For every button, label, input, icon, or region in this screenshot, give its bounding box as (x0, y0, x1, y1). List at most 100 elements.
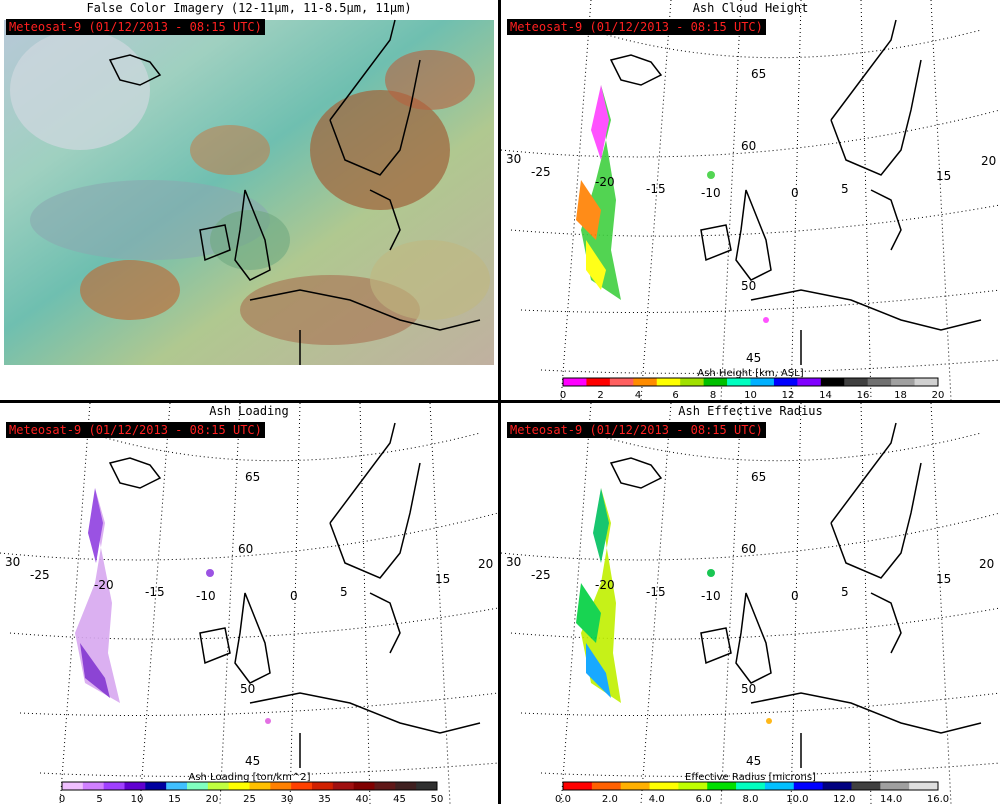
ash-plume (576, 85, 769, 323)
colorbar-swatch (750, 378, 775, 386)
colorbar-tick-label: 14.0 (880, 794, 902, 804)
svg-text:60: 60 (741, 139, 756, 153)
colorbar-swatch (249, 782, 271, 790)
svg-text:60: 60 (238, 542, 253, 556)
graticule (501, 0, 1000, 400)
colorbar-tick-label: 8 (710, 390, 716, 400)
lat-lon-labels: 65 60 50 45 30 -25 -20 -15 -10 0 5 15 20 (5, 470, 493, 768)
svg-text:-10: -10 (196, 589, 216, 603)
colorbar-tick-label: 6 (672, 390, 678, 400)
svg-text:-25: -25 (531, 568, 551, 582)
colorbar-tick-label: 10 (744, 390, 757, 400)
colorbar-swatch (82, 782, 105, 790)
colorbar-swatch (374, 782, 396, 790)
colorbar-swatch (822, 782, 852, 790)
graticule (0, 403, 498, 804)
colorbar-swatch (228, 782, 250, 790)
coastlines (609, 422, 982, 768)
colorbar-tick-label: 2.0 (602, 794, 618, 804)
panel-title: Ash Loading (209, 404, 289, 418)
false-color-map (4, 19, 494, 365)
colorbar-tick-label: 14 (819, 390, 832, 400)
colorbar-swatch (416, 782, 438, 790)
colorbar-swatch (820, 378, 845, 386)
svg-text:0: 0 (290, 589, 298, 603)
colorbar-swatch (764, 782, 795, 790)
colorbar-swatch (797, 378, 822, 386)
colorbar-tick-label: 6.0 (696, 794, 712, 804)
satellite-badge: Meteosat-9 (01/12/2013 - 08:15 UTC) (507, 422, 766, 438)
colorbar-swatch (736, 782, 766, 790)
colorbar-swatch (851, 782, 881, 790)
colorbar-tick-label: 2 (597, 390, 603, 400)
colorbar-swatch (880, 782, 910, 790)
colorbar-tick-label: 16 (857, 390, 870, 400)
colorbar-tick-label: 16.0 (927, 794, 949, 804)
colorbar-title: Ash Loading [ton/km^2] (188, 772, 310, 783)
colorbar-tick-label: 20 (932, 390, 945, 400)
colorbar-tick-label: 45 (393, 794, 406, 804)
colorbar-tick-label: 5 (96, 794, 102, 804)
coastlines (108, 19, 481, 365)
svg-text:65: 65 (751, 470, 766, 484)
svg-text:60: 60 (741, 542, 756, 556)
ash-plume (75, 488, 271, 724)
colorbar-tick-label: 10.0 (786, 794, 808, 804)
colorbar-swatch (793, 782, 824, 790)
colorbar-swatch (891, 378, 916, 386)
ash-plume (576, 488, 772, 724)
colorbar-tick-label: 0.0 (555, 794, 571, 804)
colorbar-swatch (773, 378, 798, 386)
colorbar-swatch (563, 378, 587, 386)
svg-text:45: 45 (746, 754, 761, 768)
svg-text:50: 50 (240, 682, 255, 696)
svg-text:-15: -15 (646, 585, 666, 599)
colorbar-swatch (563, 782, 593, 790)
svg-text:15: 15 (936, 169, 951, 183)
svg-text:15: 15 (435, 572, 450, 586)
svg-text:30: 30 (506, 152, 521, 166)
colorbar-swatch (166, 782, 188, 790)
colorbar-swatch (395, 782, 417, 790)
colorbar-tick-label: 15 (168, 794, 181, 804)
colorbar-swatch (844, 378, 869, 386)
svg-text:-20: -20 (595, 578, 615, 592)
colorbar-tick-label: 4 (635, 390, 641, 400)
colorbar-swatch (312, 782, 334, 790)
colorbar-swatch (270, 782, 292, 790)
colorbar-tick-label: 10 (131, 794, 144, 804)
satellite-badge: Meteosat-9 (01/12/2013 - 08:15 UTC) (6, 19, 265, 35)
colorbar-tick-label: 20 (206, 794, 219, 804)
colorbar-tick-label: 18 (894, 390, 907, 400)
ash-height-colorbar: Ash Height [km, ASL] 0 2 4 6 8 10 12 14 16 18 20 (560, 368, 945, 400)
colorbar-swatch (332, 782, 355, 790)
colorbar-swatch (867, 378, 892, 386)
svg-text:5: 5 (841, 585, 849, 599)
svg-text:0: 0 (791, 589, 799, 603)
colorbar-swatch (707, 782, 737, 790)
ash-loading-panel: Ash Loading 65 60 50 45 30 -25 -20 -15 -10 0 5 15… (0, 403, 498, 804)
ash-radius-panel: Ash Effective Radius 65 60 50 45 30 -25 -20 -1… (501, 403, 1000, 804)
colorbar-swatch (586, 378, 611, 386)
svg-text:-15: -15 (646, 182, 666, 196)
colorbar-swatch (103, 782, 125, 790)
colorbar-swatch (909, 782, 939, 790)
svg-text:-15: -15 (145, 585, 165, 599)
svg-text:-25: -25 (531, 165, 551, 179)
svg-text:20: 20 (979, 557, 994, 571)
svg-text:30: 30 (506, 555, 521, 569)
svg-text:45: 45 (245, 754, 260, 768)
colorbar-swatch (620, 782, 651, 790)
colorbar-tick-label: 12.0 (833, 794, 855, 804)
colorbar-swatch (353, 782, 375, 790)
svg-text:-10: -10 (701, 186, 721, 200)
svg-text:20: 20 (981, 154, 996, 168)
colorbar-swatch (609, 378, 634, 386)
colorbar-tick-label: 35 (318, 794, 331, 804)
colorbar-tick-label: 4.0 (649, 794, 665, 804)
colorbar-swatch (187, 782, 209, 790)
svg-text:0: 0 (791, 186, 799, 200)
colorbar-swatch (680, 378, 705, 386)
